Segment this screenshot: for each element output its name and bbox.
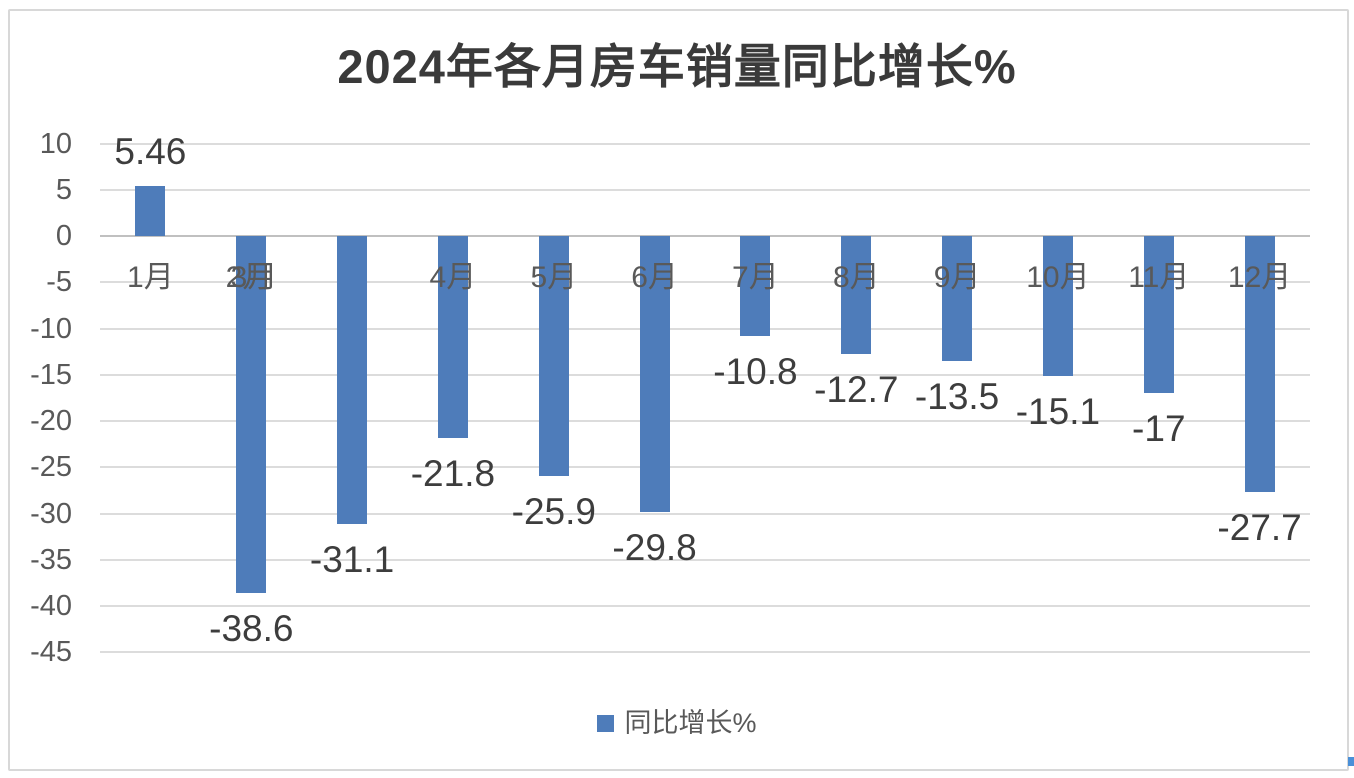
bar-month-10 — [1042, 236, 1073, 376]
data-label-month-11: -17 — [1132, 408, 1186, 450]
y-axis-tick-label: -25 — [30, 451, 72, 484]
x-axis-label-month-6: 6月 — [631, 261, 678, 294]
bar-month-4 — [437, 236, 468, 438]
legend-marker-icon — [597, 714, 615, 732]
y-axis-tick-label: -15 — [30, 358, 72, 391]
data-label-month-7: -10.8 — [713, 350, 798, 392]
x-axis-label-month-2: 2月 — [225, 261, 273, 294]
data-label-month-6: -29.8 — [612, 526, 697, 568]
bar-month-3 — [337, 236, 368, 524]
y-axis-tick-label: -40 — [30, 590, 72, 622]
data-label-month-1: 5.46 — [114, 130, 187, 172]
data-label-month-5: -25.9 — [511, 490, 596, 532]
data-label-month-12: -27.7 — [1217, 507, 1302, 549]
x-axis-label-month-4: 4月 — [429, 261, 477, 294]
x-axis-label-month-9: 9月 — [933, 261, 981, 294]
y-axis-tick-label: -10 — [30, 312, 72, 345]
gridline — [100, 558, 1310, 561]
bar-month-2 — [236, 236, 267, 594]
gridline — [100, 512, 1310, 515]
bar-month-9 — [942, 236, 973, 361]
bar-month-6 — [639, 236, 670, 512]
y-axis-tick-label: 0 — [55, 220, 72, 252]
legend-series-label: 同比增长% — [624, 708, 757, 738]
x-axis-label-month-8: 8月 — [832, 261, 880, 294]
x-axis-label-month-5: 5月 — [530, 261, 578, 294]
data-label-month-4: -21.8 — [410, 452, 496, 494]
bar-month-11 — [1143, 236, 1174, 394]
zero-axis-line — [100, 235, 1310, 237]
y-axis-tick-label: -35 — [30, 543, 72, 576]
data-label-month-10: -15.1 — [1015, 390, 1101, 432]
data-label-month-9: -13.5 — [914, 375, 1000, 417]
gridline — [100, 281, 1310, 284]
y-axis-tick-label: -20 — [30, 405, 72, 437]
x-axis-label-month-1: 1月 — [127, 261, 174, 294]
gridline — [100, 651, 1310, 654]
bar-month-12 — [1244, 236, 1275, 493]
gridline — [100, 327, 1310, 330]
chart-title: 2024年各月房车销量同比增长% — [337, 40, 1017, 93]
gridline — [100, 142, 1310, 145]
x-axis-label-month-10: 10月 — [1026, 261, 1090, 294]
gridline — [100, 188, 1310, 191]
data-label-month-3: -31.1 — [309, 538, 395, 580]
legend: 同比增长% — [0, 705, 1354, 741]
data-label-month-8: -12.7 — [814, 368, 899, 410]
bar-month-1 — [135, 185, 166, 236]
x-axis-label-month-12: 12月 — [1227, 261, 1292, 294]
bar-month-5 — [538, 236, 569, 476]
chart-frame — [8, 9, 1349, 771]
gridline — [100, 420, 1310, 422]
y-axis-tick-label: -5 — [46, 266, 72, 299]
bar-month-8 — [841, 236, 872, 354]
y-axis-tick-label: -30 — [30, 497, 72, 530]
gridline — [100, 373, 1310, 376]
gridline — [100, 605, 1310, 607]
bar-month-7 — [740, 236, 771, 336]
x-axis-label-month-7: 7月 — [732, 261, 779, 294]
y-axis-tick-label: 5 — [55, 173, 72, 206]
data-label-month-2: -38.6 — [209, 608, 294, 649]
y-axis-tick-label: 10 — [39, 127, 72, 160]
blue-corner-mark — [1348, 757, 1354, 766]
x-axis-label-month-3: 3月 — [230, 261, 278, 294]
y-axis-tick-label: -45 — [30, 636, 72, 669]
x-axis-label-month-11: 11月 — [1128, 261, 1190, 294]
gridline — [100, 466, 1310, 469]
